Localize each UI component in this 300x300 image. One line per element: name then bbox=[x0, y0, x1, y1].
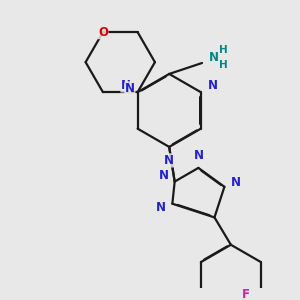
Text: H: H bbox=[219, 44, 227, 55]
Text: N: N bbox=[207, 79, 218, 92]
Text: N: N bbox=[194, 149, 203, 162]
Text: N: N bbox=[121, 79, 131, 92]
Text: N: N bbox=[208, 51, 219, 64]
Text: O: O bbox=[98, 26, 108, 39]
Text: N: N bbox=[231, 176, 241, 189]
Text: N: N bbox=[155, 201, 166, 214]
Text: N: N bbox=[159, 169, 169, 182]
Text: F: F bbox=[242, 288, 250, 300]
Text: N: N bbox=[164, 154, 174, 167]
Text: H: H bbox=[219, 60, 227, 70]
Text: N: N bbox=[125, 82, 135, 95]
